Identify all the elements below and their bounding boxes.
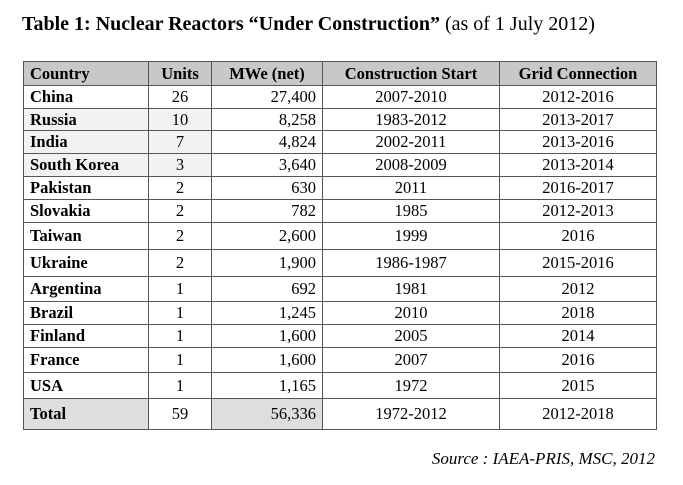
country-cell: Russia	[23, 108, 149, 131]
construction-start-cell: 1981	[322, 276, 500, 302]
grid-connection-cell: 2015-2016	[499, 249, 657, 277]
total-units: 59	[148, 398, 212, 430]
construction-start-cell: 1972	[322, 372, 500, 399]
table-row: Argentina 1 692 1981 2012	[23, 276, 657, 302]
units-cell: 10	[148, 108, 212, 131]
grid-connection-cell: 2015	[499, 372, 657, 399]
country-cell: South Korea	[23, 153, 149, 177]
reactors-table: Country Units MWe (net) Construction Sta…	[23, 61, 657, 430]
mwe-cell: 4,824	[211, 130, 323, 154]
grid-connection-cell: 2012	[499, 276, 657, 302]
country-cell: Brazil	[23, 301, 149, 325]
construction-start-cell: 1983-2012	[322, 108, 500, 131]
mwe-cell: 1,600	[211, 324, 323, 348]
table-row: India 7 4,824 2002-2011 2013-2016	[23, 130, 657, 154]
construction-start-cell: 2005	[322, 324, 500, 348]
header-mwe: MWe (net)	[211, 61, 323, 86]
header-row: Country Units MWe (net) Construction Sta…	[23, 61, 657, 86]
construction-start-cell: 2011	[322, 176, 500, 200]
grid-connection-cell: 2012-2013	[499, 199, 657, 223]
header-construction-start: Construction Start	[322, 61, 500, 86]
grid-connection-cell: 2013-2014	[499, 153, 657, 177]
mwe-cell: 1,600	[211, 347, 323, 373]
construction-start-cell: 1986-1987	[322, 249, 500, 277]
mwe-cell: 692	[211, 276, 323, 302]
construction-start-cell: 1999	[322, 222, 500, 250]
table-row: USA 1 1,165 1972 2015	[23, 372, 657, 399]
total-label: Total	[23, 398, 149, 430]
construction-start-cell: 2007-2010	[322, 85, 500, 109]
construction-start-cell: 2008-2009	[322, 153, 500, 177]
total-mwe: 56,336	[211, 398, 323, 430]
country-cell: Finland	[23, 324, 149, 348]
table-row: Taiwan 2 2,600 1999 2016	[23, 222, 657, 250]
table-row: Slovakia 2 782 1985 2012-2013	[23, 199, 657, 223]
country-cell: USA	[23, 372, 149, 399]
mwe-cell: 1,900	[211, 249, 323, 277]
table-title-date: (as of 1 July 2012)	[439, 13, 595, 35]
table-title-main: Table 1: Nuclear Reactors “Under Constru…	[22, 13, 440, 35]
header-country: Country	[23, 61, 149, 86]
country-cell: France	[23, 347, 149, 373]
table-row: France 1 1,600 2007 2016	[23, 347, 657, 373]
source-note: Source : IAEA-PRIS, MSC, 2012	[431, 449, 655, 468]
units-cell: 1	[148, 347, 212, 373]
units-cell: 2	[148, 222, 212, 250]
units-cell: 7	[148, 130, 212, 154]
country-cell: India	[23, 130, 149, 154]
units-cell: 2	[148, 199, 212, 223]
table-row: Brazil 1 1,245 2010 2018	[23, 301, 657, 325]
table-row: Pakistan 2 630 2011 2016-2017	[23, 176, 657, 200]
table-title: Table 1: Nuclear Reactors “Under Constru…	[22, 10, 595, 38]
grid-connection-cell: 2018	[499, 301, 657, 325]
units-cell: 1	[148, 276, 212, 302]
table-body: China 26 27,400 2007-2010 2012-2016 Russia 10 8…	[23, 85, 657, 399]
grid-connection-cell: 2013-2017	[499, 108, 657, 131]
grid-connection-cell: 2016-2017	[499, 176, 657, 200]
construction-start-cell: 2010	[322, 301, 500, 325]
units-cell: 2	[148, 249, 212, 277]
construction-start-cell: 1985	[322, 199, 500, 223]
grid-connection-cell: 2016	[499, 347, 657, 373]
country-cell: Pakistan	[23, 176, 149, 200]
grid-connection-cell: 2013-2016	[499, 130, 657, 154]
table-row: South Korea 3 3,640 2008-2009 2013-2014	[23, 153, 657, 177]
table-row: Ukraine 2 1,900 1986-1987 2015-2016	[23, 249, 657, 277]
table-row: Russia 10 8,258 1983-2012 2013-2017	[23, 108, 657, 131]
grid-connection-cell: 2014	[499, 324, 657, 348]
mwe-cell: 1,245	[211, 301, 323, 325]
construction-start-cell: 2007	[322, 347, 500, 373]
total-row: Total 59 56,336 1972-2012 2012-2018	[23, 398, 657, 430]
total-grid-connection: 2012-2018	[499, 398, 657, 430]
header-units: Units	[148, 61, 212, 86]
country-cell: China	[23, 85, 149, 109]
country-cell: Ukraine	[23, 249, 149, 277]
units-cell: 1	[148, 324, 212, 348]
units-cell: 1	[148, 301, 212, 325]
table-row: China 26 27,400 2007-2010 2012-2016	[23, 85, 657, 109]
mwe-cell: 1,165	[211, 372, 323, 399]
mwe-cell: 630	[211, 176, 323, 200]
header-grid-connection: Grid Connection	[499, 61, 657, 86]
total-construction-start: 1972-2012	[322, 398, 500, 430]
table-row: Finland 1 1,600 2005 2014	[23, 324, 657, 348]
grid-connection-cell: 2016	[499, 222, 657, 250]
construction-start-cell: 2002-2011	[322, 130, 500, 154]
units-cell: 3	[148, 153, 212, 177]
country-cell: Slovakia	[23, 199, 149, 223]
units-cell: 2	[148, 176, 212, 200]
units-cell: 1	[148, 372, 212, 399]
mwe-cell: 2,600	[211, 222, 323, 250]
country-cell: Argentina	[23, 276, 149, 302]
country-cell: Taiwan	[23, 222, 149, 250]
mwe-cell: 3,640	[211, 153, 323, 177]
mwe-cell: 8,258	[211, 108, 323, 131]
mwe-cell: 27,400	[211, 85, 323, 109]
grid-connection-cell: 2012-2016	[499, 85, 657, 109]
mwe-cell: 782	[211, 199, 323, 223]
units-cell: 26	[148, 85, 212, 109]
